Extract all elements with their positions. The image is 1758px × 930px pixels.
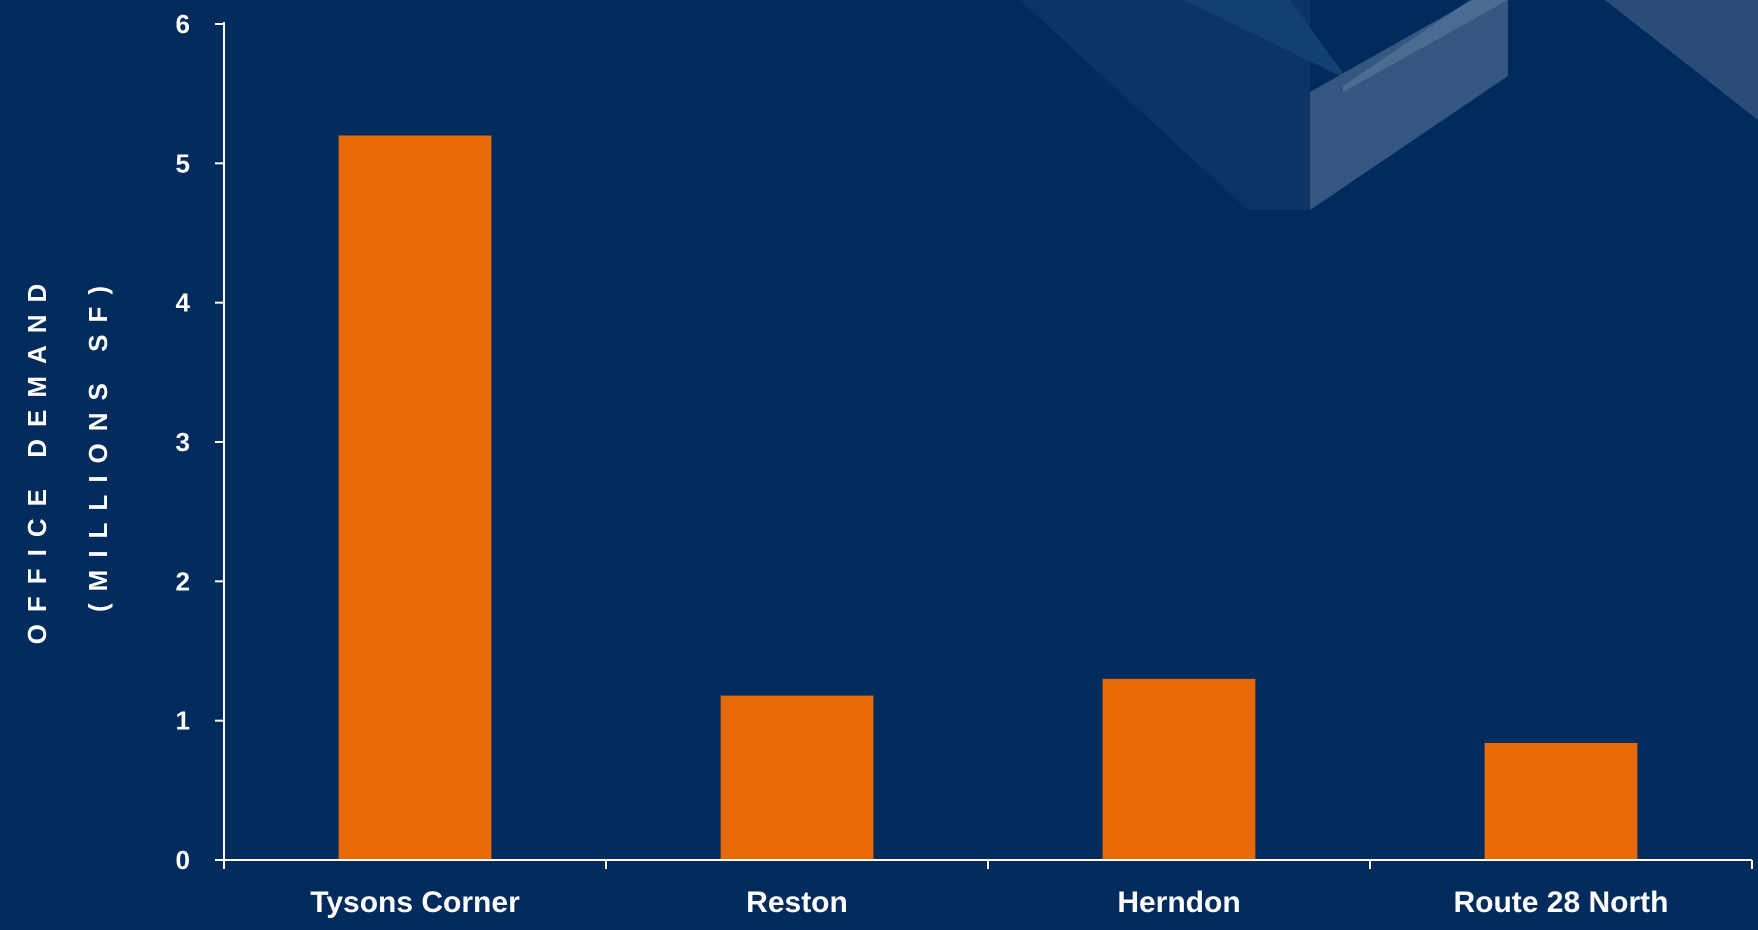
x-tick-label-2: Herndon bbox=[1117, 886, 1240, 919]
bar-3 bbox=[1484, 742, 1638, 860]
background-decoration bbox=[1020, 0, 1758, 210]
y-tick-label-0: 0 bbox=[176, 845, 190, 875]
x-tick-label-0: Tysons Corner bbox=[310, 886, 520, 919]
bar-0 bbox=[338, 135, 492, 860]
x-tick-label-1: Reston bbox=[746, 886, 848, 919]
y-tick-label-3: 3 bbox=[176, 427, 190, 457]
y-axis-title-line1: OFFICE DEMAND bbox=[22, 272, 52, 645]
x-tick-label-3: Route 28 North bbox=[1453, 886, 1668, 919]
axes bbox=[215, 22, 1753, 869]
y-tick-label-6: 6 bbox=[176, 9, 190, 39]
y-tick-labels: 0 1 2 3 4 5 6 bbox=[176, 9, 191, 875]
y-axis-title-line2: (MILLIONS SF) bbox=[83, 274, 113, 612]
y-tick-label-1: 1 bbox=[176, 706, 190, 736]
bar-1 bbox=[720, 695, 874, 860]
bar-2 bbox=[1102, 678, 1256, 860]
y-tick-label-5: 5 bbox=[176, 148, 190, 178]
y-tick-label-4: 4 bbox=[176, 288, 191, 318]
bars bbox=[338, 135, 1638, 860]
x-tick-labels: Tysons Corner Reston Herndon Route 28 North bbox=[310, 886, 1668, 919]
y-tick-label-2: 2 bbox=[176, 566, 190, 596]
y-axis-title: OFFICE DEMAND (MILLIONS SF) bbox=[22, 272, 113, 645]
